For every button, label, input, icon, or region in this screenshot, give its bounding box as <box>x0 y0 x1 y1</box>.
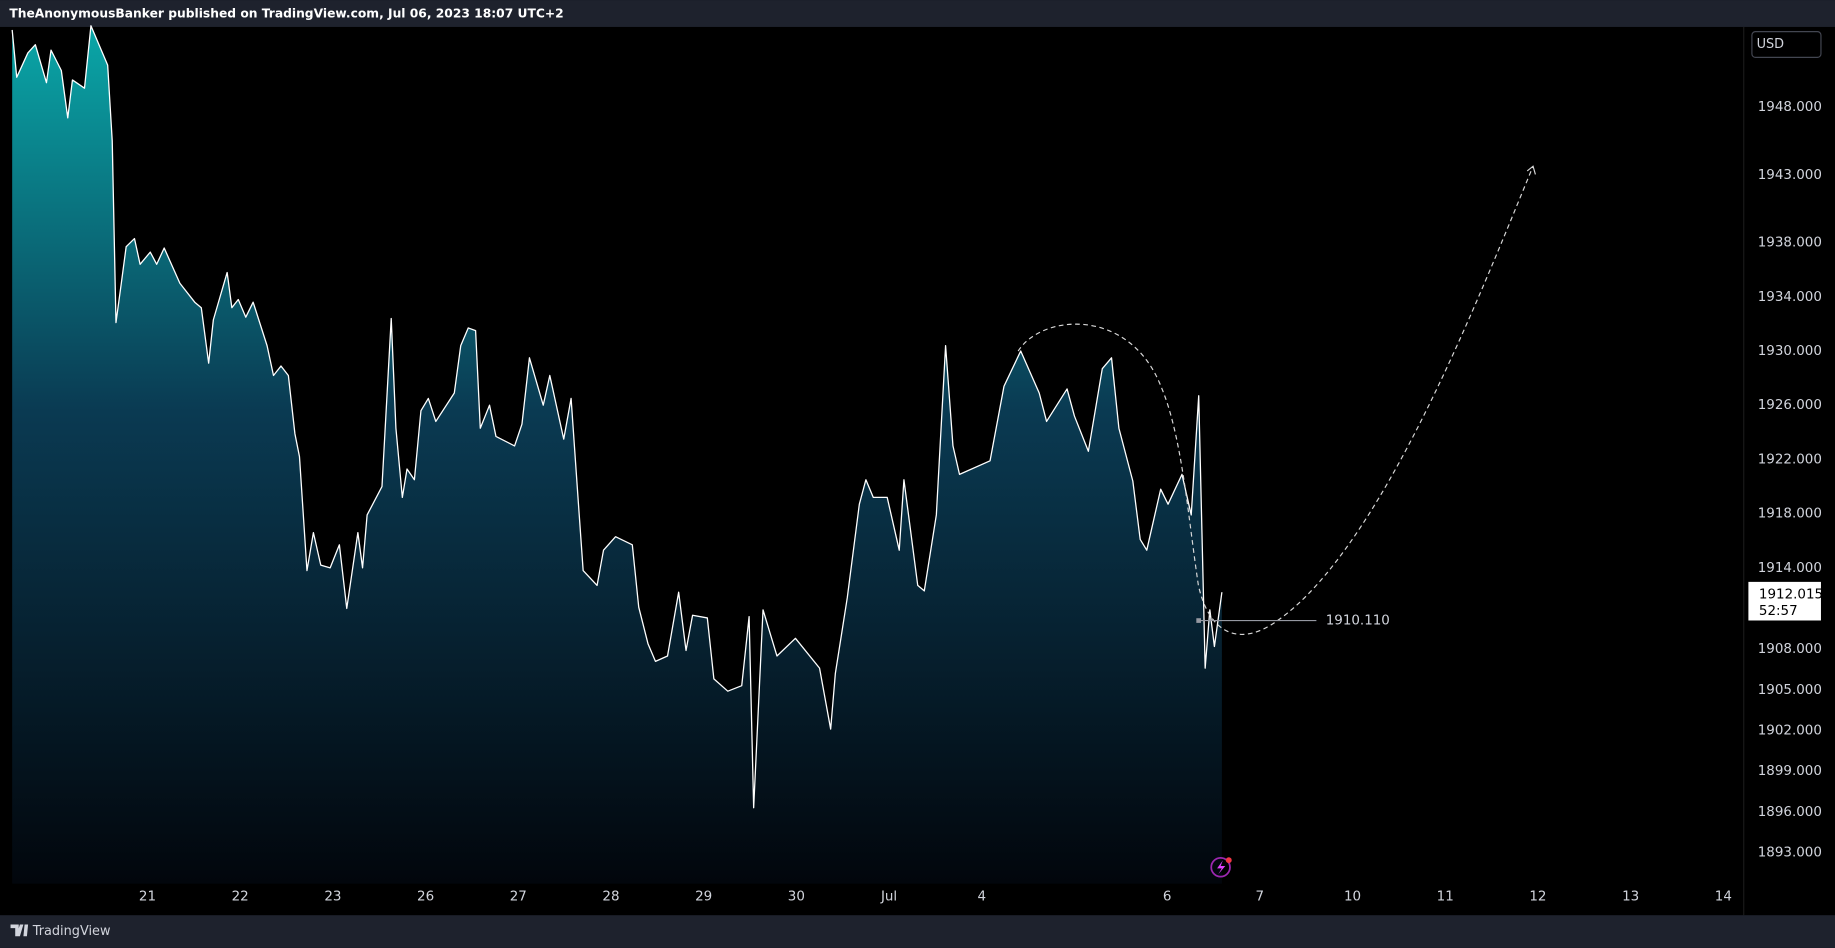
y-tick-label: 1908.000 <box>1758 642 1822 657</box>
x-tick-label: 21 <box>139 889 156 904</box>
last-price-label: 1912.015 <box>1759 588 1823 603</box>
x-tick-label: 30 <box>788 889 805 904</box>
y-tick-label: 1918.000 <box>1758 507 1822 522</box>
y-tick-label: 1930.000 <box>1758 344 1822 359</box>
y-tick-label: 1938.000 <box>1758 236 1822 251</box>
y-tick-label: 1896.000 <box>1758 805 1822 820</box>
x-tick-label: 6 <box>1163 889 1172 904</box>
events-dot <box>1225 857 1232 864</box>
area-fill <box>12 25 1222 884</box>
y-tick-label: 1934.000 <box>1758 290 1822 305</box>
price-line <box>11 25 1223 809</box>
x-tick-label: 29 <box>695 889 712 904</box>
x-tick-label: Jul <box>880 889 897 904</box>
projection-drawing <box>1017 165 1534 635</box>
x-tick-label: 10 <box>1344 889 1361 904</box>
x-tick-label: 12 <box>1529 889 1546 904</box>
y-tick-label: 1948.000 <box>1758 100 1822 115</box>
price-line-label: 1910.110 <box>1326 614 1390 629</box>
y-tick-label: 1922.000 <box>1758 452 1822 467</box>
header-text: TheAnonymousBanker published on TradingV… <box>9 7 563 21</box>
countdown-label: 52:57 <box>1759 604 1798 619</box>
plot <box>11 25 1223 884</box>
currency-label: USD <box>1757 37 1785 52</box>
footer-bar <box>0 915 1835 948</box>
events-icon[interactable] <box>1210 856 1231 878</box>
price-line-anchor <box>1196 618 1202 623</box>
x-tick-label: 28 <box>602 889 619 904</box>
y-tick-label: 1943.000 <box>1758 168 1822 183</box>
footer-logo <box>10 924 29 937</box>
x-tick-label: 13 <box>1622 889 1639 904</box>
x-tick-label: 4 <box>977 889 986 904</box>
y-tick-label: 1899.000 <box>1758 764 1822 779</box>
x-tick-label: 14 <box>1715 889 1732 904</box>
x-tick-label: 27 <box>510 889 527 904</box>
x-tick-label: 26 <box>417 889 434 904</box>
last-price-box <box>1748 581 1821 621</box>
footer-brand: TradingView <box>32 924 111 939</box>
header-bar <box>0 0 1835 27</box>
x-tick-label: 23 <box>324 889 341 904</box>
y-tick-label: 1905.000 <box>1758 683 1822 698</box>
projection-arrowhead <box>1526 165 1536 175</box>
events-bolt <box>1217 860 1226 875</box>
y-tick-label: 1902.000 <box>1758 723 1822 738</box>
currency-box[interactable] <box>1751 31 1822 58</box>
y-tick-label: 1893.000 <box>1758 845 1822 860</box>
x-tick-label: 7 <box>1256 889 1265 904</box>
y-tick-label: 1926.000 <box>1758 398 1822 413</box>
x-tick-label: 22 <box>232 889 249 904</box>
x-tick-label: 11 <box>1437 889 1454 904</box>
y-tick-label: 1914.000 <box>1758 561 1822 576</box>
